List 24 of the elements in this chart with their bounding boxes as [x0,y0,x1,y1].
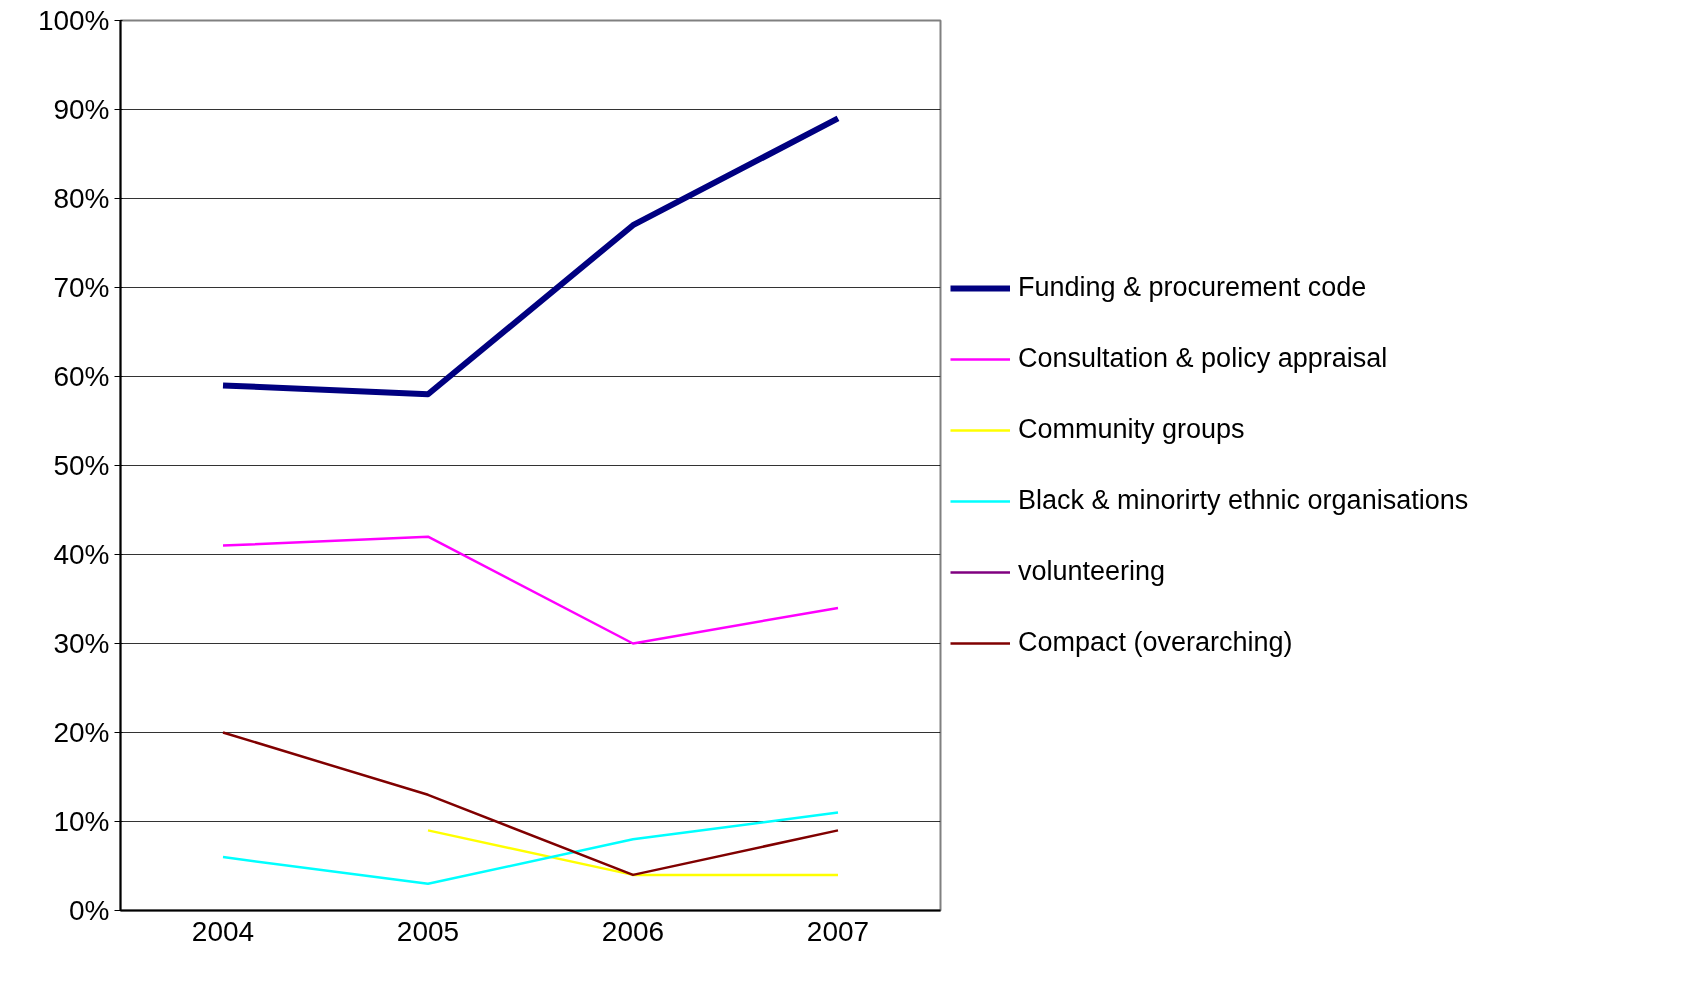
legend-label: Black & minorirty ethnic organisations [1018,485,1469,516]
x-tick-label: 2005 [396,915,460,947]
line-series [221,535,840,645]
x-tick-label: 2006 [601,915,665,947]
legend-label: volunteering [1018,556,1166,587]
y-tick-label: 90% [53,94,110,125]
legend-label: Community groups [1018,414,1245,445]
line-series [221,731,840,877]
y-tick-label: 0% [69,895,110,926]
y-tick-label: 100% [37,5,110,36]
y-tick-label: 10% [53,806,110,837]
legend-label: Consultation & policy appraisal [1018,343,1388,374]
legend-label: Compact (overarching) [1018,627,1293,658]
y-tick-label: 70% [53,272,110,303]
line-series [221,811,840,886]
y-tick-label: 30% [53,628,110,659]
x-tick-label: 2007 [806,915,870,947]
y-tick-label: 60% [53,361,110,392]
y-tick-label: 40% [53,539,110,570]
y-tick-label: 20% [53,717,110,748]
y-tick-label: 50% [53,450,110,481]
x-tick-label: 2004 [191,915,255,947]
y-tick-label: 80% [53,183,110,214]
legend-label: Funding & procurement code [1018,272,1367,303]
